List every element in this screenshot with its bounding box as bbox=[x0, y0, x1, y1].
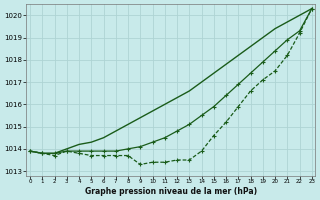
X-axis label: Graphe pression niveau de la mer (hPa): Graphe pression niveau de la mer (hPa) bbox=[85, 187, 257, 196]
